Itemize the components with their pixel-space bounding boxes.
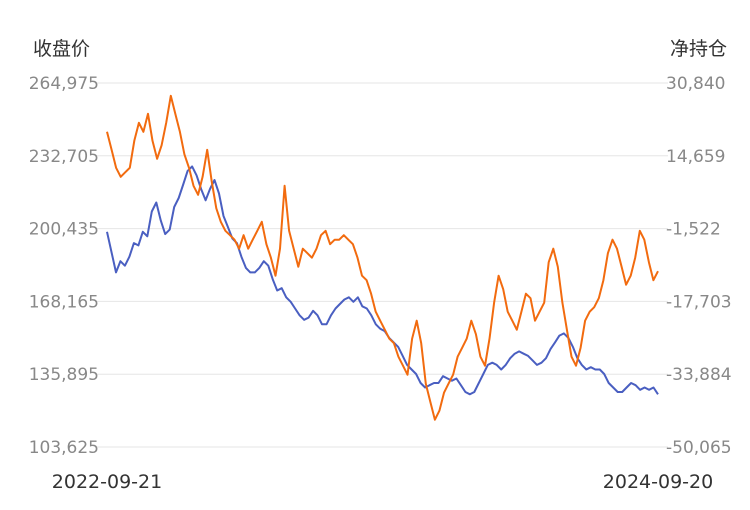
right-tick-label: -33,884 <box>666 365 732 385</box>
right-tick-label: -50,065 <box>666 438 732 458</box>
right-axis-ticks: 30,840 14,659 -1,522 -17,703 -33,884 -50,065 <box>666 74 732 458</box>
left-tick-label: 135,895 <box>29 365 99 385</box>
series-layer <box>106 94 659 421</box>
right-tick-label: 30,840 <box>666 74 725 94</box>
left-axis-title: 收盘价 <box>33 38 90 60</box>
left-tick-label: 200,435 <box>29 220 99 240</box>
left-axis-ticks: 264,975 232,705 200,435 168,165 135,895 103,6… <box>29 74 99 458</box>
x-end-label: 2024-09-20 <box>603 471 713 493</box>
left-tick-label: 232,705 <box>29 147 99 167</box>
left-tick-label: 168,165 <box>29 292 99 312</box>
net-position-series-line <box>106 94 659 421</box>
right-tick-label: 14,659 <box>666 147 725 167</box>
right-tick-label: -1,522 <box>666 220 721 240</box>
right-axis-title: 净持仓 <box>670 38 727 60</box>
close-price-series-line <box>106 165 659 396</box>
gridlines <box>95 82 668 448</box>
left-tick-label: 103,625 <box>29 438 99 458</box>
x-start-label: 2022-09-21 <box>52 471 162 493</box>
right-tick-label: -17,703 <box>666 292 732 312</box>
left-tick-label: 264,975 <box>29 74 99 94</box>
